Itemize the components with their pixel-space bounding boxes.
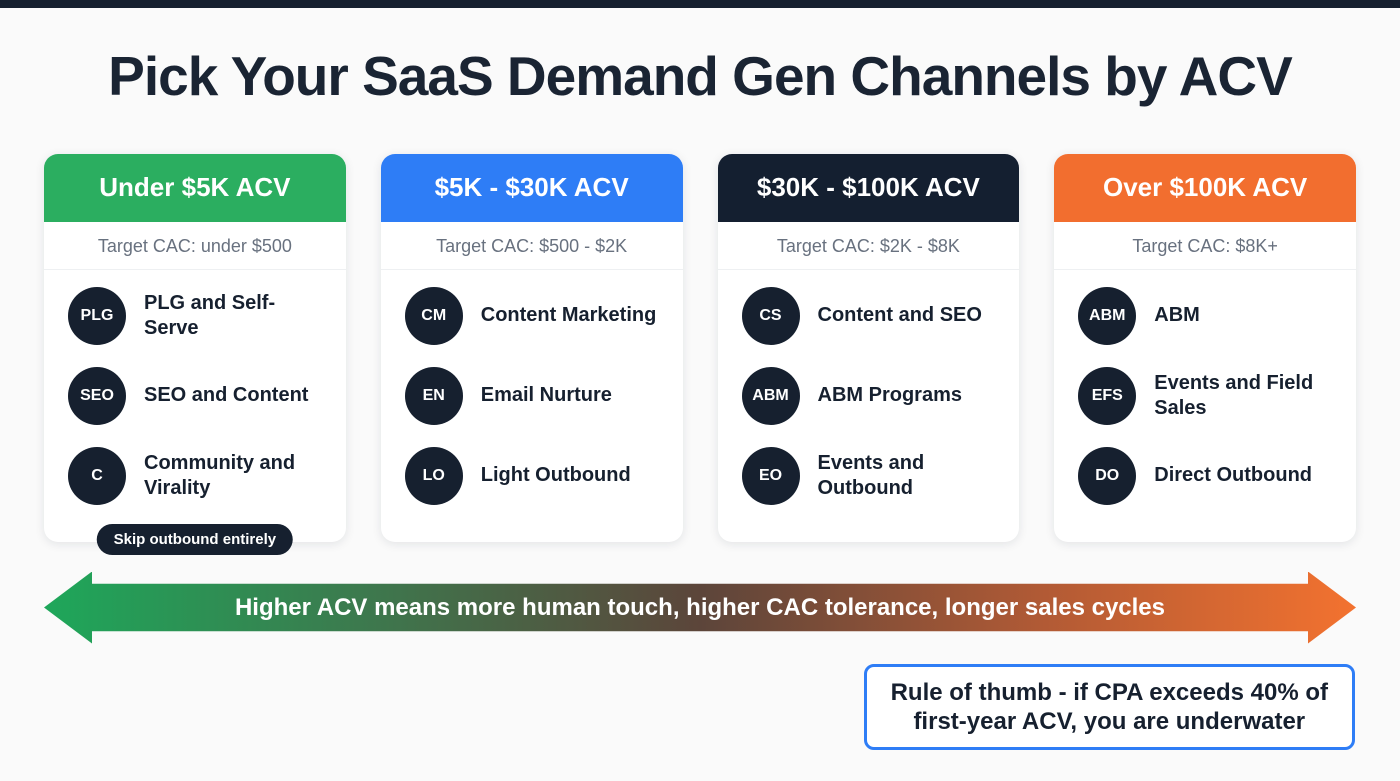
channel-list: CM Content Marketing EN Email Nurture LO…: [381, 270, 683, 505]
channel-badge: CM: [404, 286, 463, 345]
callout-line-1: Rule of thumb - if CPA exceeds 40% of: [890, 678, 1328, 706]
channel-badge: EO: [741, 446, 800, 505]
acv-card-over-100k: Over $100K ACV Target CAC: $8K+ ABM ABM …: [1054, 153, 1356, 542]
channel-item: PLG PLG and Self-Serve: [68, 286, 322, 345]
channel-label: PLG and Self-Serve: [144, 292, 276, 339]
channel-badge: PLG: [68, 286, 126, 345]
channel-badge: ABM: [741, 366, 800, 425]
channel-label: SEO and Content: [144, 384, 309, 407]
page-title: Pick Your SaaS Demand Gen Channels by AC…: [108, 45, 1293, 107]
target-cac-label: Target CAC: $2K - $8K: [717, 222, 1020, 270]
card-header: Under $5K ACV: [44, 153, 346, 222]
channel-item: EN Email Nurture: [404, 366, 659, 425]
card-header: Over $100K ACV: [1054, 153, 1356, 222]
callout-line-2: first-year ACV, you are underwater: [913, 707, 1306, 735]
channel-label: Events and Outbound: [817, 452, 925, 499]
channel-item: ABM ABM: [1078, 286, 1332, 345]
channel-item: ABM ABM Programs: [741, 366, 996, 425]
channel-label: Light Outbound: [480, 464, 631, 487]
channel-item: CM Content Marketing: [404, 286, 659, 345]
channel-item: LO Light Outbound: [404, 446, 659, 505]
target-cac-label: Target CAC: $8K+: [1054, 222, 1356, 270]
channel-label: Content Marketing: [480, 304, 657, 327]
channel-item: DO Direct Outbound: [1078, 446, 1332, 505]
channel-label: Email Nurture: [480, 384, 612, 407]
top-border: [0, 0, 1400, 8]
channel-label: ABM: [1154, 304, 1200, 327]
channel-badge: CS: [741, 286, 800, 345]
channel-item: C Community and Virality: [68, 446, 322, 505]
channel-label: Events and Field Sales: [1154, 372, 1314, 419]
channel-list: PLG PLG and Self-Serve SEO SEO and Conte…: [44, 270, 346, 505]
skip-outbound-pill: Skip outbound entirely: [96, 523, 294, 555]
channel-badge: LO: [404, 446, 463, 505]
channel-label: ABM Programs: [817, 384, 962, 407]
channel-badge: ABM: [1078, 286, 1137, 345]
channel-label: Content and SEO: [817, 304, 982, 327]
channel-badge: EN: [404, 366, 463, 425]
card-header: $5K - $30K ACV: [380, 153, 683, 222]
acv-gradient-arrow: Higher ACV means more human touch, highe…: [44, 572, 1356, 644]
acv-card-30k-100k: $30K - $100K ACV Target CAC: $2K - $8K C…: [717, 153, 1020, 542]
channel-label: Direct Outbound: [1154, 464, 1313, 487]
channel-list: CS Content and SEO ABM ABM Programs EO E…: [718, 270, 1020, 505]
channel-label: Community and Virality: [144, 452, 296, 499]
target-cac-label: Target CAC: $500 - $2K: [380, 222, 683, 270]
channel-item: EO Events and Outbound: [741, 446, 996, 505]
channel-item: CS Content and SEO: [741, 286, 996, 345]
channel-list: ABM ABM EFS Events and Field Sales DO Di…: [1054, 270, 1356, 505]
card-header: $30K - $100K ACV: [717, 153, 1020, 222]
rule-of-thumb-callout: Rule of thumb - if CPA exceeds 40% of fi…: [863, 663, 1355, 751]
acv-card-under-5k: Under $5K ACV Target CAC: under $500 PLG…: [44, 153, 346, 555]
target-cac-label: Target CAC: under $500: [44, 222, 346, 270]
arrow-caption: Higher ACV means more human touch, highe…: [234, 593, 1166, 621]
acv-columns: Under $5K ACV Target CAC: under $500 PLG…: [0, 153, 1400, 555]
channel-badge: DO: [1078, 446, 1137, 505]
channel-badge: C: [68, 446, 126, 505]
channel-badge: SEO: [68, 366, 126, 425]
channel-badge: EFS: [1078, 366, 1137, 425]
channel-item: SEO SEO and Content: [68, 366, 322, 425]
acv-card-5k-30k: $5K - $30K ACV Target CAC: $500 - $2K CM…: [380, 153, 683, 542]
channel-item: EFS Events and Field Sales: [1078, 366, 1332, 425]
